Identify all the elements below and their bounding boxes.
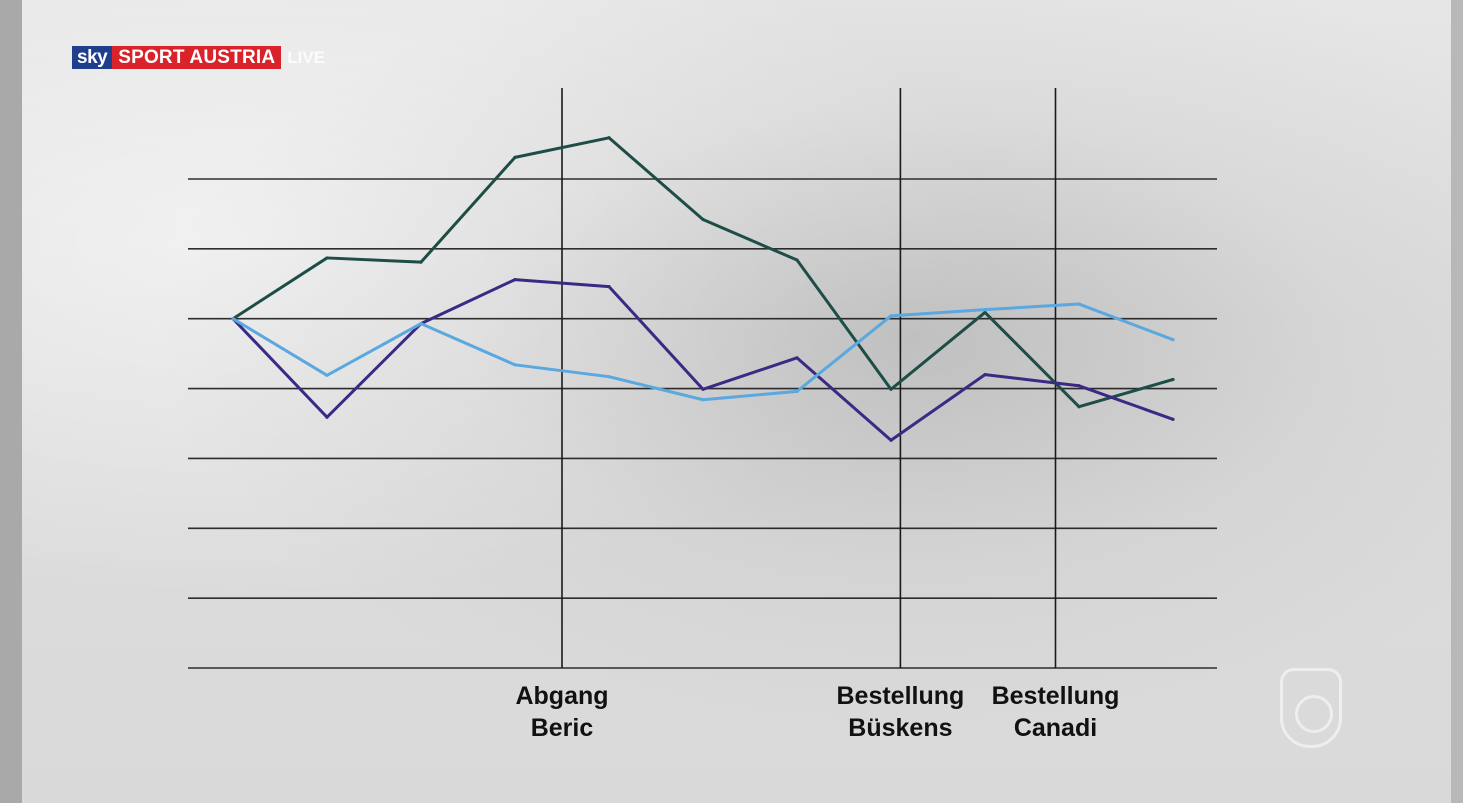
grid-layer — [188, 178, 1217, 669]
logo-channel-text: SPORT AUSTRIA — [112, 46, 282, 69]
data-point — [889, 387, 893, 391]
club-badge-icon — [1280, 668, 1342, 748]
data-point — [325, 373, 329, 377]
data-point — [1171, 377, 1175, 382]
data-point — [419, 322, 423, 326]
channel-logo: sky SPORT AUSTRIA LIVE — [72, 46, 331, 69]
event-label-line1: Bestellung — [837, 682, 965, 710]
event-label-layer: Abgang Beric Bestellung Büskens Bestellung Ca… — [515, 682, 1119, 742]
data-point — [1077, 384, 1081, 388]
data-point — [513, 277, 517, 282]
data-point — [1077, 302, 1081, 306]
data-point — [1171, 417, 1175, 421]
paper-background — [22, 0, 1451, 803]
data-point — [795, 389, 799, 393]
data-point — [983, 373, 987, 377]
event-label: Bestellung Canadi — [992, 682, 1120, 742]
series-layer — [231, 136, 1175, 442]
data-point — [607, 284, 611, 289]
data-point — [701, 387, 705, 391]
data-point — [325, 256, 329, 260]
frame-left-edge — [0, 0, 22, 803]
data-point — [513, 155, 517, 159]
data-point — [607, 375, 611, 379]
data-point — [325, 415, 329, 419]
data-point — [607, 136, 611, 140]
event-label-line1: Abgang — [515, 682, 608, 710]
data-point — [889, 438, 893, 442]
data-point — [419, 260, 423, 264]
data-point — [701, 217, 705, 222]
event-label-line2: Canadi — [1014, 714, 1097, 742]
data-point — [1171, 338, 1175, 342]
data-point — [983, 310, 987, 315]
data-point — [231, 317, 235, 321]
event-label: Bestellung Büskens — [837, 682, 965, 742]
event-label-line2: Beric — [531, 714, 594, 742]
series-line — [231, 136, 1175, 409]
event-label: Abgang Beric — [515, 682, 608, 742]
data-point — [1077, 405, 1081, 409]
data-point — [889, 314, 893, 318]
event-layer — [561, 88, 1057, 668]
live-indicator: LIVE — [287, 47, 326, 67]
data-point — [795, 258, 799, 262]
data-point — [513, 363, 517, 367]
logo-sky-text: sky — [72, 46, 113, 69]
data-point — [701, 398, 705, 402]
data-point — [795, 356, 799, 360]
event-label-line2: Büskens — [848, 714, 952, 742]
event-label-line1: Bestellung — [992, 682, 1120, 710]
data-point — [983, 308, 987, 312]
frame-right-edge — [1451, 0, 1463, 803]
